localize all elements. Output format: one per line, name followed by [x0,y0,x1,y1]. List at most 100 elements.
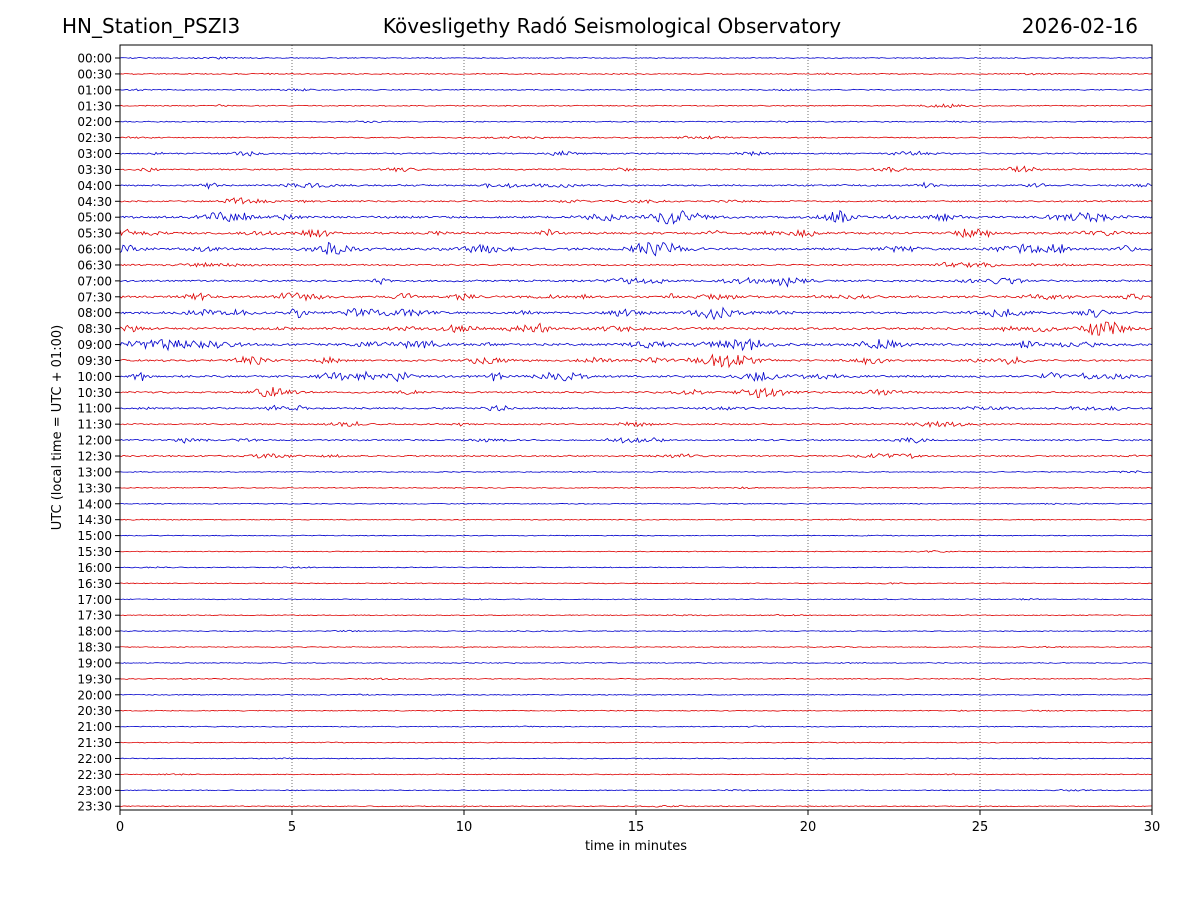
trace-1600 [119,566,1153,569]
trace-2130 [119,741,1153,744]
record-date: 2026-02-16 [1021,14,1138,38]
y-tick-label: 11:30 [77,418,112,432]
y-tick-label: 02:30 [77,131,112,145]
trace-0230 [119,135,1153,140]
y-tick-label: 19:00 [77,656,112,670]
trace-1930 [119,677,1153,681]
trace-0000 [119,56,1153,60]
trace-0400 [119,181,1153,190]
trace-1500 [119,534,1153,537]
y-tick-label: 09:00 [77,338,112,352]
trace-0500 [119,209,1153,225]
y-tick-label: 22:30 [77,768,112,782]
x-tick-label: 5 [288,820,296,835]
trace-0800 [119,306,1153,321]
y-tick-label: 01:30 [77,99,112,113]
y-tick-label: 11:00 [77,402,112,416]
y-tick-label: 12:00 [77,434,112,448]
y-tick-label: 10:00 [77,370,112,384]
trace-0330 [119,165,1153,173]
y-tick-label: 20:00 [77,688,112,702]
trace-1200 [119,436,1153,444]
y-tick-label: 19:30 [77,672,112,686]
x-axis-ticks: 0 5 10 15 20 25 30 [116,810,1160,835]
trace-1130 [119,420,1153,428]
trace-0100 [119,88,1153,92]
y-tick-label: 18:00 [77,625,112,639]
y-tick-label: 07:30 [77,290,112,304]
x-tick-label: 25 [972,820,989,835]
y-tick-label: 15:00 [77,529,112,543]
y-tick-label: 15:30 [77,545,112,559]
trace-0030 [119,72,1153,76]
trace-0300 [119,150,1153,157]
y-tick-label: 10:30 [77,386,112,400]
y-tick-label: 16:00 [77,561,112,575]
y-tick-label: 02:00 [77,115,112,129]
x-tick-label: 30 [1144,820,1161,835]
trace-0730 [119,292,1153,302]
y-tick-label: 04:00 [77,179,112,193]
y-tick-label: 13:00 [77,465,112,479]
y-tick-label: 05:00 [77,211,112,225]
y-tick-label: 21:00 [77,720,112,734]
trace-2100 [119,725,1153,728]
trace-2200 [119,757,1153,760]
y-tick-label: 13:30 [77,481,112,495]
y-tick-label: 17:30 [77,609,112,623]
trace-0530 [119,228,1153,239]
trace-2030 [119,709,1153,712]
trace-2300 [119,789,1153,792]
trace-1900 [119,662,1153,664]
y-tick-label: 16:30 [77,577,112,591]
y-tick-label: 18:30 [77,641,112,655]
x-tick-label: 10 [456,820,473,835]
trace-1630 [119,582,1153,585]
trace-0200 [119,120,1153,123]
y-tick-label: 21:30 [77,736,112,750]
x-tick-label: 20 [800,820,817,835]
observatory-title: Kövesligethy Radó Seismological Observat… [382,14,842,38]
trace-0630 [119,261,1153,268]
trace-1430 [119,518,1153,521]
y-tick-label: 07:00 [77,274,112,288]
y-tick-label: 20:30 [77,704,112,718]
y-tick-label: 06:00 [77,243,112,257]
y-tick-label: 14:00 [77,497,112,511]
trace-0900 [119,338,1153,352]
y-tick-label: 01:00 [77,83,112,97]
y-tick-label: 03:30 [77,163,112,177]
x-axis-label: time in minutes [585,839,687,854]
trace-1100 [119,404,1153,412]
trace-0430 [119,197,1153,205]
trace-0130 [119,103,1153,108]
y-tick-label: 05:30 [77,227,112,241]
trace-1400 [119,502,1153,505]
y-tick-label: 03:00 [77,147,112,161]
y-tick-label: 23:00 [77,784,112,798]
trace-1330 [119,486,1153,490]
trace-0600 [119,241,1153,257]
trace-0930 [119,353,1153,369]
y-tick-label: 08:30 [77,322,112,336]
y-tick-label: 17:00 [77,593,112,607]
y-tick-label: 04:30 [77,195,112,209]
trace-1030 [119,386,1153,399]
station-name: HN_Station_PSZI3 [62,14,241,38]
trace-2330 [119,804,1153,808]
y-tick-label: 00:30 [77,67,112,81]
y-tick-label: 08:00 [77,306,112,320]
trace-1000 [119,370,1153,383]
y-tick-label: 23:30 [77,800,112,814]
x-tick-label: 0 [116,820,124,835]
y-tick-label: 06:30 [77,258,112,272]
trace-2230 [119,773,1153,776]
trace-1230 [119,453,1153,460]
y-tick-label: 22:00 [77,752,112,766]
y-tick-label: 14:30 [77,513,112,527]
y-tick-label: 09:30 [77,354,112,368]
y-tick-label: 12:30 [77,450,112,464]
trace-1530 [119,550,1153,553]
